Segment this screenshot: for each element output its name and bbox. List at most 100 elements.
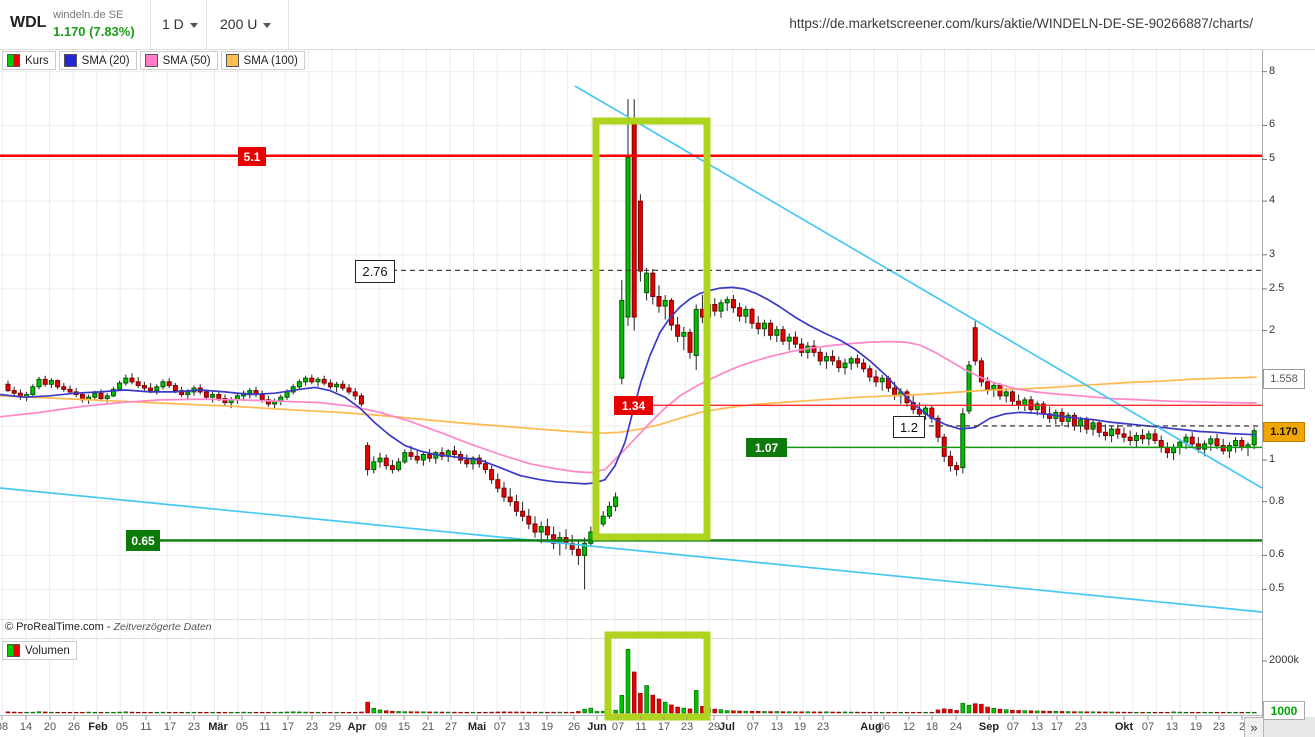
- date-axis-label: Apr: [347, 721, 367, 733]
- date-axis-label: 07: [1006, 721, 1020, 733]
- volume-bar: [11, 711, 17, 714]
- volume-bar: [36, 711, 42, 714]
- price-axis-label: 6: [1269, 118, 1276, 131]
- candle-body: [141, 385, 147, 389]
- date-axis-label: 29: [328, 721, 342, 733]
- volume-bar: [421, 711, 426, 714]
- volume-bar: [1152, 711, 1158, 714]
- date-axis-label: 07: [746, 721, 760, 733]
- volume-bar: [848, 711, 854, 714]
- volume-bar: [476, 711, 482, 714]
- price-change: 1.170 (7.83%): [53, 24, 135, 39]
- volume-bar: [755, 711, 761, 714]
- date-axis-label: Mär: [208, 721, 228, 733]
- legend-volumen[interactable]: Volumen: [2, 641, 77, 660]
- price-axis-label: 2.5: [1269, 281, 1285, 294]
- level-label-1.34[interactable]: 1.34: [614, 396, 653, 415]
- volume-bar: [1065, 711, 1071, 714]
- volume-bar: [817, 711, 823, 714]
- candle-body: [675, 324, 681, 337]
- volume-bar: [61, 711, 67, 714]
- page-url[interactable]: https://de.marketscreener.com/kurs/aktie…: [789, 16, 1253, 31]
- candle-body: [1202, 443, 1208, 450]
- timeframe-value[interactable]: 1 D: [162, 16, 184, 32]
- volume-bar: [675, 706, 680, 714]
- candle-body: [792, 336, 798, 345]
- candle-body: [495, 479, 501, 489]
- volume-bar: [1134, 711, 1139, 714]
- level-label-2.76[interactable]: 2.76: [355, 260, 395, 283]
- volume-bar: [1115, 711, 1121, 714]
- candle-body: [327, 382, 333, 388]
- level-label-0.65[interactable]: 0.65: [126, 530, 160, 551]
- volume-bar: [24, 711, 29, 714]
- volume-bar: [222, 711, 228, 714]
- date-axis-label: 23: [305, 721, 319, 733]
- date-axis-label: 19: [540, 721, 554, 733]
- candle-body: [978, 360, 984, 383]
- legend-sma20[interactable]: SMA (20): [58, 51, 137, 70]
- level-label-1.07[interactable]: 1.07: [746, 438, 787, 457]
- candle-body: [712, 303, 718, 312]
- volume-bar: [731, 710, 736, 714]
- candle-body: [5, 383, 11, 392]
- volume-bar: [569, 711, 575, 714]
- price-axis-label: 3: [1269, 247, 1276, 260]
- candle-body: [48, 380, 54, 385]
- volume-bar: [30, 711, 36, 714]
- scroll-right-button[interactable]: »: [1244, 717, 1264, 737]
- legend-kurs[interactable]: Kurs: [2, 51, 56, 70]
- candle-body: [501, 487, 507, 498]
- date-axis-label: 14: [19, 721, 33, 733]
- volume-bar: [408, 711, 414, 714]
- candle-body: [737, 307, 743, 317]
- volume-bar: [1028, 710, 1034, 714]
- candle-body: [1146, 433, 1152, 440]
- candle-body: [203, 391, 209, 398]
- date-axis-label: Jul: [719, 721, 735, 733]
- candle-body: [309, 377, 315, 383]
- volume-bar: [86, 711, 91, 714]
- candle-body: [836, 360, 842, 369]
- timeframe-dropdown[interactable]: 1 D: [150, 0, 207, 49]
- volume-bar: [669, 704, 674, 714]
- volume-bar: [253, 711, 259, 714]
- candle-body: [67, 388, 73, 393]
- date-axis-label: 21: [421, 721, 435, 733]
- candle-body: [464, 459, 470, 465]
- volume-bar: [972, 703, 978, 714]
- candle-body: [334, 383, 340, 388]
- legend-sma100[interactable]: SMA (100): [220, 51, 305, 70]
- volume-bar: [259, 711, 265, 714]
- volume-bar: [563, 711, 569, 714]
- volume-bar: [111, 711, 116, 714]
- candle-body: [743, 308, 749, 317]
- volume-bar: [625, 649, 631, 714]
- volume-bar: [855, 711, 860, 714]
- candle-body: [1140, 435, 1146, 440]
- volume-bar: [662, 701, 668, 714]
- volume-bar: [507, 711, 513, 714]
- candle-body: [526, 515, 532, 525]
- date-axis-label: 07: [1141, 721, 1155, 733]
- units-value[interactable]: 200 U: [220, 16, 258, 32]
- candle-body: [135, 381, 141, 387]
- volume-bar: [960, 702, 966, 714]
- volume-bar: [18, 711, 23, 714]
- trendline: [574, 85, 1263, 489]
- volume-bar: [1059, 711, 1065, 714]
- units-dropdown[interactable]: 200 U: [206, 0, 289, 49]
- volume-bar: [712, 708, 718, 714]
- level-label-1.2[interactable]: 1.2: [893, 416, 925, 438]
- volume-bar: [92, 711, 98, 714]
- legend-sma50[interactable]: SMA (50): [139, 51, 218, 70]
- candle-body: [631, 118, 637, 318]
- candle-body: [1152, 433, 1158, 442]
- level-label-5.1[interactable]: 5.1: [238, 147, 266, 166]
- volume-bar: [768, 711, 773, 714]
- volume-bar: [886, 711, 891, 714]
- volume-bar: [737, 710, 742, 714]
- candle-body: [11, 390, 17, 394]
- volume-bar: [1084, 711, 1090, 714]
- candle-body: [340, 383, 346, 389]
